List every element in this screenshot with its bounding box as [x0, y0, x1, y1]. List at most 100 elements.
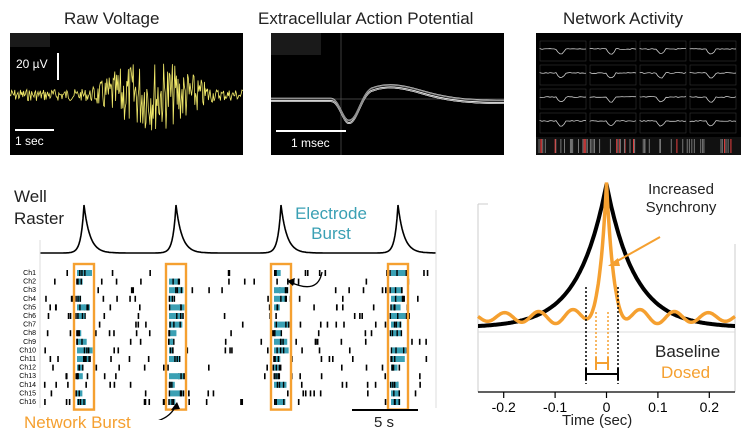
network-cell	[690, 89, 736, 109]
network-cell	[540, 65, 586, 85]
network-cell	[590, 113, 636, 133]
electrode-burst-label-line1: Electrode	[291, 204, 371, 224]
increased-synchrony-line2: Synchrony	[640, 199, 722, 217]
electrode-burst	[391, 356, 405, 362]
network-activity-grid	[536, 33, 741, 155]
electrode-burst	[169, 279, 179, 285]
sync-x-axis-label: Time (sec)	[562, 412, 632, 429]
channel-label: Ch7	[23, 322, 36, 329]
increased-synchrony-line1: Increased	[640, 181, 722, 199]
dosed-legend: Dosed	[661, 363, 710, 383]
network-trace	[540, 73, 586, 78]
network-trace	[590, 49, 636, 55]
network-raster-strip	[536, 137, 741, 155]
eap-title: Extracellular Action Potential	[258, 9, 473, 29]
electrode-burst	[391, 270, 406, 276]
network-cell	[540, 89, 586, 109]
time-scale-label: 1 sec	[15, 134, 44, 148]
network-cell	[590, 65, 636, 85]
electrode-burst	[391, 296, 402, 302]
panel-corner-box	[10, 33, 50, 47]
network-trace	[540, 49, 586, 54]
raster-rows	[45, 270, 428, 405]
network-burst-label: Network Burst	[24, 413, 131, 433]
eap-panel: 1 msec	[271, 33, 504, 155]
network-burst-boxes	[74, 264, 408, 410]
x-tick-label: -0.2	[492, 399, 516, 415]
well-raster-plot: Ch1Ch2Ch3Ch4Ch5Ch6Ch7Ch8Ch9Ch10Ch11Ch12C…	[0, 180, 440, 420]
network-cell	[690, 65, 736, 85]
electrode-burst-label: Electrode Burst	[291, 204, 371, 244]
eap-spike-overlay	[271, 85, 504, 124]
electrode-burst	[274, 347, 289, 353]
eap-waveform	[271, 88, 504, 124]
channel-label: Ch8	[23, 330, 36, 337]
eap-waveform	[271, 88, 504, 124]
network-cell	[540, 113, 586, 133]
channel-label: Ch15	[19, 390, 36, 397]
network-cell	[690, 41, 736, 61]
channel-label: Ch5	[23, 304, 36, 311]
eap-time-scale-label: 1 msec	[291, 136, 330, 150]
network-cell	[640, 65, 686, 85]
raw-voltage-trace	[10, 33, 243, 155]
network-cell	[590, 41, 636, 61]
network-trace	[540, 121, 586, 127]
eap-waveform	[271, 87, 504, 123]
network-trace	[690, 121, 736, 126]
electrode-burst	[169, 304, 184, 310]
network-trace	[540, 97, 586, 102]
network-activity-panel	[536, 33, 741, 155]
electrode-burst	[391, 390, 399, 396]
channel-label: Ch16	[19, 399, 36, 406]
electrode-burst	[169, 339, 174, 345]
channel-label: Ch11	[20, 356, 36, 363]
channel-label: Ch1	[23, 270, 36, 277]
network-cell	[540, 41, 586, 61]
electrode-burst	[169, 373, 184, 379]
raster-time-scale-label: 5 s	[374, 414, 394, 431]
channel-label: Ch9	[23, 339, 36, 346]
electrode-burst-label-line2: Burst	[291, 224, 371, 244]
baseline-legend: Baseline	[655, 342, 720, 362]
eap-waveform	[271, 85, 504, 121]
channel-label: Ch13	[19, 373, 36, 380]
channel-label: Ch14	[19, 382, 36, 389]
increased-synchrony-label: Increased Synchrony	[640, 181, 722, 217]
raw-voltage-signal	[10, 64, 243, 131]
network-cell	[640, 113, 686, 133]
raw-voltage-title: Raw Voltage	[64, 9, 159, 29]
network-activity-title: Network Activity	[563, 9, 683, 29]
network-cell	[640, 89, 686, 109]
electrode-burst	[391, 304, 401, 310]
network-trace	[640, 49, 686, 54]
voltage-scale-label: 20 µV	[16, 57, 48, 71]
raw-voltage-panel: 20 µV 1 sec	[10, 33, 243, 155]
dosed-width-bracket	[596, 357, 608, 370]
panel-corner-box	[271, 33, 321, 55]
synchrony-arrowhead	[608, 258, 620, 266]
network-trace	[590, 97, 636, 103]
network-trace	[690, 73, 736, 78]
network-burst-box	[74, 264, 94, 410]
x-tick-label: 0.2	[700, 399, 720, 415]
network-trace	[590, 121, 636, 126]
channel-label: Ch12	[19, 365, 36, 372]
channel-label: Ch4	[23, 296, 36, 303]
channel-label: Ch3	[23, 287, 36, 294]
network-firing-rate-trace	[40, 205, 436, 253]
network-cell	[690, 113, 736, 133]
channel-label: Ch2	[23, 279, 36, 286]
baseline-width-bracket	[586, 368, 618, 380]
network-trace	[640, 97, 686, 102]
network-trace	[690, 49, 736, 54]
x-tick-label: 0.1	[648, 399, 668, 415]
network-cell	[590, 89, 636, 109]
network-burst-arrow	[148, 405, 176, 420]
channel-label: Ch10	[19, 347, 36, 354]
network-trace	[590, 73, 636, 78]
network-trace	[640, 73, 686, 79]
eap-waveform	[271, 88, 504, 124]
network-trace	[690, 97, 736, 103]
